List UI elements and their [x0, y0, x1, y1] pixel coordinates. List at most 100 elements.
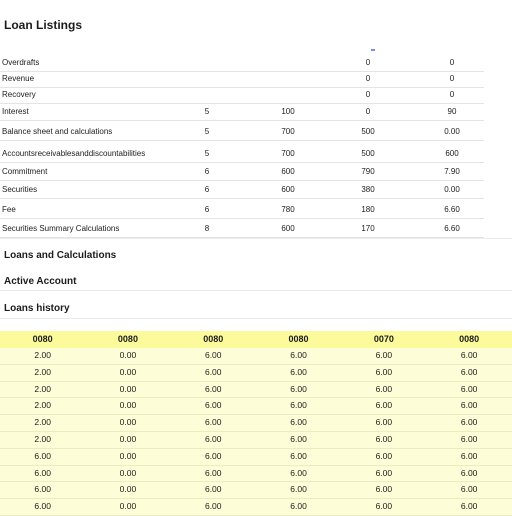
- grid-header-cell[interactable]: 0080: [117, 334, 138, 344]
- table-row[interactable]: Commitment 6 600 790 7.90: [0, 164, 484, 181]
- cell-c3: 180: [361, 205, 375, 214]
- table-row[interactable]: Overdrafts 0 0: [0, 55, 484, 72]
- grid-cell: 6.00: [460, 467, 478, 478]
- grid-cell: 6.00: [375, 350, 393, 360]
- grid-cell: 6.00: [204, 383, 222, 394]
- grid-cell: 6.00: [460, 501, 478, 512]
- grid-header-row: 0080 0080 0080 0080 0070 0080: [0, 331, 512, 348]
- table-row[interactable]: Fee 6 780 180 6.60: [0, 202, 484, 219]
- row-label: Securities: [2, 185, 38, 194]
- grid-header-cell[interactable]: 0080: [32, 334, 53, 344]
- table-row[interactable]: Balance sheet and calculations 5 700 500 0.0…: [0, 124, 484, 141]
- grid-cell: 6.00: [375, 433, 393, 444]
- cell-c2: 700: [281, 127, 295, 136]
- grid-cell: 6.00: [460, 350, 478, 360]
- cell-c1: 6: [204, 167, 210, 176]
- cell-c4: 6.60: [444, 224, 460, 233]
- grid-header-cell[interactable]: 0070: [373, 334, 394, 344]
- grid-cell: 2.00: [34, 433, 51, 444]
- grid-cell: 6.00: [290, 501, 307, 512]
- grid-header-cell[interactable]: 0080: [203, 334, 224, 344]
- row-label: Interest: [2, 107, 29, 116]
- grid-cell: 6.00: [204, 400, 222, 411]
- grid-cell: 6.00: [290, 400, 307, 411]
- grid-cell: 6.00: [290, 417, 307, 428]
- grid-cell: 6.00: [34, 484, 51, 495]
- grid-row[interactable]: 2.00 0.00 6.00 6.00 6.00 6.00: [0, 364, 512, 382]
- grid-cell: 6.00: [290, 484, 307, 495]
- table-row[interactable]: Recovery 0 0: [0, 87, 484, 104]
- section-title-calculations: Loans and Calculations: [4, 250, 117, 261]
- grid-cell: 6.00: [290, 383, 307, 394]
- grid-row[interactable]: 6.00 0.00 6.00 6.00 6.00 6.00: [0, 499, 512, 516]
- cell-c3: 380: [361, 185, 375, 194]
- table-row[interactable]: Accountsreceivablesanddiscountabilities 5…: [0, 146, 484, 163]
- grid-row[interactable]: 2.00 0.00 6.00 6.00 6.00 6.00: [0, 398, 512, 416]
- section-divider: [0, 238, 512, 239]
- table-row[interactable]: Interest 5 100 0 90: [0, 104, 484, 121]
- cell-c1: 5: [204, 107, 210, 116]
- grid-cell: 6.00: [204, 417, 222, 428]
- cell-c4: 0: [449, 90, 455, 99]
- cell-c2: 100: [281, 107, 295, 116]
- grid-cell: 6.00: [460, 383, 478, 394]
- cell-c3: 500: [361, 149, 375, 158]
- grid-row[interactable]: 6.00 0.00 6.00 6.00 6.00 6.00: [0, 465, 512, 483]
- grid-row[interactable]: 2.00 0.00 6.00 6.00 6.00 6.00: [0, 348, 512, 365]
- row-label: Commitment: [2, 167, 48, 176]
- grid-cell: 6.00: [375, 383, 393, 394]
- grid-cell: 6.00: [290, 350, 307, 360]
- table-row[interactable]: Securities Summary Calculations 8 600 170 6.…: [0, 221, 484, 238]
- grid-cell: 2.00: [34, 350, 51, 360]
- cell-c1: 6: [204, 205, 210, 214]
- grid-cell: 6.00: [204, 366, 222, 377]
- grid-header-cell[interactable]: 0080: [288, 334, 309, 344]
- grid-cell: 6.00: [460, 450, 478, 461]
- grid-cell: 6.00: [375, 501, 393, 512]
- grid-cell: 6.00: [204, 433, 222, 444]
- grid-cell: 0.00: [119, 417, 137, 428]
- grid-cell: 2.00: [34, 366, 51, 377]
- grid-header-cell[interactable]: 0080: [459, 334, 480, 344]
- grid-row[interactable]: 2.00 0.00 6.00 6.00 6.00 6.00: [0, 381, 512, 399]
- section-divider: [0, 290, 512, 291]
- grid-cell: 0.00: [119, 383, 137, 394]
- row-label: Securities Summary Calculations: [2, 224, 120, 233]
- grid-row[interactable]: 2.00 0.00 6.00 6.00 6.00 6.00: [0, 415, 512, 432]
- table-row[interactable]: Revenue 0 0: [0, 71, 484, 88]
- grid-cell: 6.00: [290, 433, 307, 444]
- grid-cell: 0.00: [119, 433, 137, 444]
- cell-c4: 600: [445, 149, 459, 158]
- grid-cell: 6.00: [375, 400, 393, 411]
- grid-body: 2.00 0.00 6.00 6.00 6.00 6.00 2.00 0.00 6.00 6.00…: [0, 348, 512, 516]
- grid-row[interactable]: 6.00 0.00 6.00 6.00 6.00 6.00: [0, 482, 512, 500]
- cursor-marker: [371, 49, 375, 51]
- grid-cell: 6.00: [375, 366, 393, 377]
- cell-c4: 0: [449, 58, 455, 67]
- row-label: Recovery: [2, 90, 36, 99]
- grid-cell: 0.00: [119, 350, 137, 360]
- grid-cell: 6.00: [460, 400, 478, 411]
- cell-c1: 8: [204, 224, 210, 233]
- cell-c3: 0: [365, 58, 371, 67]
- grid-cell: 6.00: [204, 350, 222, 360]
- cell-c3: 500: [361, 127, 375, 136]
- grid-cell: 6.00: [460, 484, 478, 495]
- grid-cell: 6.00: [290, 366, 307, 377]
- grid-cell: 6.00: [34, 450, 51, 461]
- grid-cell: 6.00: [460, 433, 478, 444]
- grid-cell: 6.00: [204, 484, 222, 495]
- cell-c3: 0: [365, 107, 371, 116]
- grid-cell: 0.00: [119, 467, 137, 478]
- grid-row[interactable]: 2.00 0.00 6.00 6.00 6.00 6.00: [0, 431, 512, 449]
- section-title-account[interactable]: Active Account: [4, 276, 77, 287]
- table-row[interactable]: Securities 6 600 380 0.00: [0, 182, 484, 199]
- grid-row[interactable]: 6.00 0.00 6.00 6.00 6.00 6.00: [0, 448, 512, 466]
- grid-cell: 0.00: [119, 450, 137, 461]
- row-label: Accountsreceivablesanddiscountabilities: [2, 149, 146, 158]
- cell-c2: 600: [281, 224, 295, 233]
- cell-c1: 5: [204, 149, 210, 158]
- cell-c3: 0: [365, 74, 371, 83]
- grid-cell: 0.00: [119, 501, 137, 512]
- cell-c2: 780: [281, 205, 295, 214]
